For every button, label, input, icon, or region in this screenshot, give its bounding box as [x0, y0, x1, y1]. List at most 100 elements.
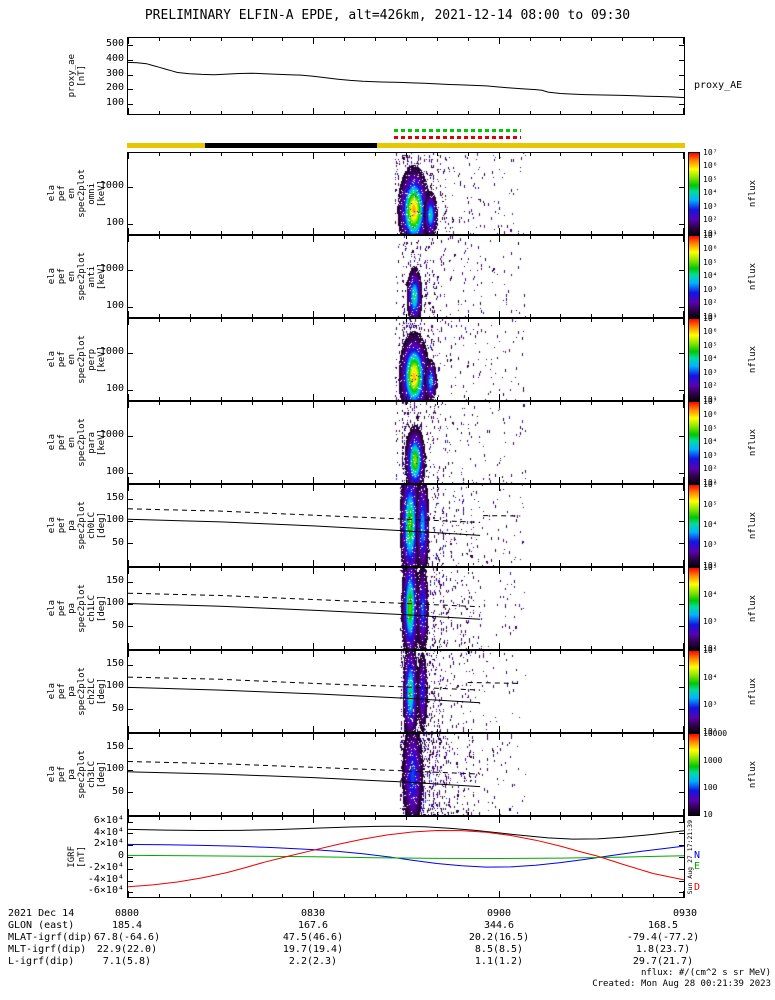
x-tick [406, 729, 407, 732]
x-tick [375, 734, 376, 737]
x-tick [221, 729, 222, 732]
x-tick [560, 734, 561, 737]
x-tick [159, 397, 160, 400]
y-tick [128, 75, 133, 76]
x-tick [221, 817, 222, 820]
x-tick [252, 402, 253, 405]
x-tick [375, 319, 376, 322]
axis-label-line: spec2plot [77, 501, 87, 550]
x-tick [252, 485, 253, 488]
y-tick [128, 857, 133, 858]
x-tick [437, 153, 438, 156]
colorbar-tick-label: 10⁴ [703, 188, 718, 197]
x-tick [344, 729, 345, 732]
y-tick-label: 1000 [99, 429, 124, 440]
x-tick [499, 38, 500, 44]
colorbar-tick-label: 10¹ [703, 311, 718, 321]
y-tick-label: -2×10⁴ [87, 861, 124, 873]
colorbar-tick-label: 10⁷ [703, 147, 718, 157]
x-tick [190, 111, 191, 114]
x-tick [159, 817, 160, 820]
x-tick [560, 651, 561, 654]
x-tick [221, 646, 222, 649]
x-tick [128, 108, 129, 114]
colorbar-tick-label: 10000 [703, 728, 728, 738]
x-tick [622, 38, 623, 41]
x-tick [406, 646, 407, 649]
x-tick [591, 646, 592, 649]
x-tick [252, 314, 253, 317]
x-tick [499, 817, 500, 823]
x-tick [622, 812, 623, 815]
y-tick [679, 224, 684, 225]
x-tick [622, 817, 623, 820]
y-tick-label: 1000 [99, 346, 124, 357]
x-tick [406, 812, 407, 815]
y-tick-label: 150 [105, 657, 124, 669]
x-tick [128, 394, 129, 400]
x-tick [128, 236, 129, 242]
x-tick [190, 480, 191, 483]
x-tick [468, 314, 469, 317]
x-tick [221, 651, 222, 654]
x-tick [622, 651, 623, 654]
axis-label-pa_ch0LC: ela pef pa spec2plot ch0LC [deg] [44, 484, 110, 567]
axis-label-line: omni [87, 182, 97, 205]
x-tick [221, 812, 222, 815]
colorbar-tick-label: 10² [703, 560, 718, 570]
y-tick [679, 104, 684, 105]
x-tick [560, 153, 561, 156]
x-tick [344, 402, 345, 405]
x-tick [344, 651, 345, 654]
x-tick [313, 817, 314, 823]
plot-line [128, 761, 481, 775]
x-tick [128, 817, 129, 823]
colorbar-en_anti [688, 235, 700, 318]
x-tick [530, 314, 531, 317]
colorbar-tick-label: 10³ [703, 201, 718, 211]
y-tick [128, 307, 133, 308]
x-tick-label: 0800 [114, 908, 140, 919]
x-tick [313, 568, 314, 574]
colorbar-tick-label: 10⁴ [703, 354, 718, 363]
plot-line [128, 603, 481, 620]
colorbar-pa_ch2LC [688, 650, 700, 733]
x-tick [282, 485, 283, 488]
axis-label-line: spec2plot [77, 252, 87, 301]
x-tick [159, 894, 160, 897]
table-cell: 168.5 [647, 920, 679, 931]
overlay-proxy_AE [128, 61, 684, 99]
x-tick [406, 236, 407, 239]
axis-label-line: [deg] [97, 594, 107, 623]
x-tick [622, 236, 623, 239]
x-tick [344, 236, 345, 239]
x-tick [653, 314, 654, 317]
x-tick [437, 397, 438, 400]
panel-en_anti [127, 235, 685, 318]
x-tick [282, 817, 283, 820]
y-tick [128, 60, 133, 61]
colorbar-axis-label-text: nflux [748, 262, 758, 291]
panel-IGRF [127, 816, 685, 898]
x-tick [560, 480, 561, 483]
x-tick [530, 153, 531, 156]
table-cell: 8.5(8.5) [474, 944, 524, 955]
x-tick [683, 236, 684, 242]
y-tick-label: 100 [105, 300, 124, 312]
axis-label-line: ch0LC [87, 511, 97, 540]
colorbar-tick-label: 10² [703, 381, 718, 390]
x-tick [252, 231, 253, 234]
x-tick [530, 402, 531, 405]
x-tick [683, 651, 684, 657]
x-tick [591, 817, 592, 820]
created-timestamp: Created: Mon Aug 28 00:21:39 2023 [592, 979, 771, 989]
x-tick [560, 817, 561, 820]
x-tick [499, 236, 500, 242]
x-tick [530, 894, 531, 897]
x-tick [406, 402, 407, 405]
y-tick [679, 881, 684, 882]
x-tick [683, 319, 684, 325]
x-tick [190, 314, 191, 317]
x-tick [437, 894, 438, 897]
colorbar-tick-label: 10³ [703, 284, 718, 294]
